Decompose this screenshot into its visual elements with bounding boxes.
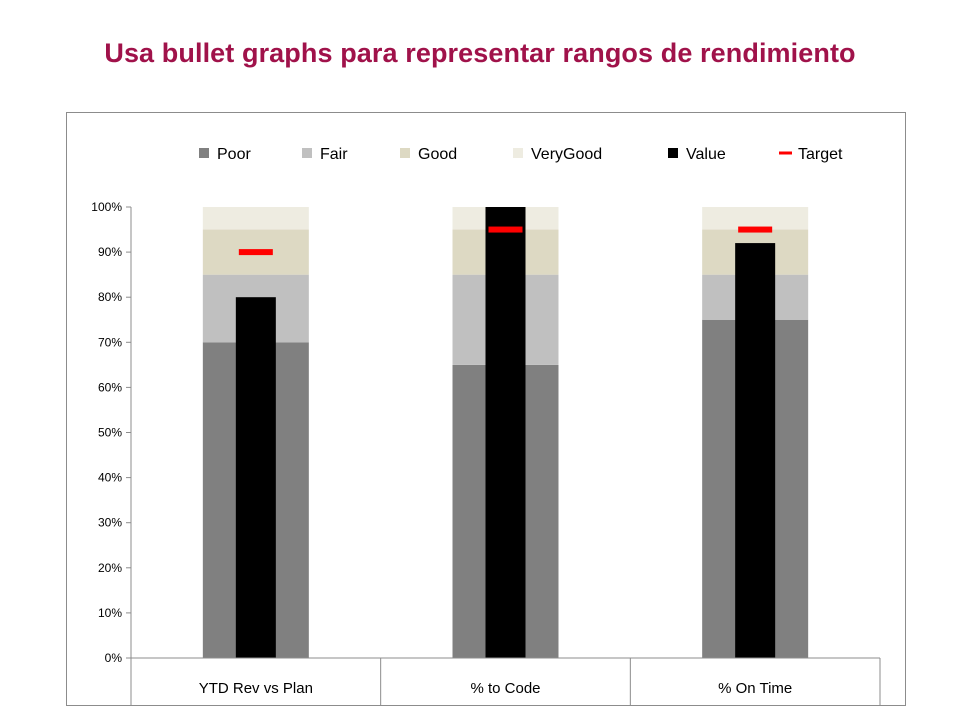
target-markers [238, 226, 773, 256]
axes: YTD Rev vs Plan % to Code % On Time 0% 10% 20… [91, 200, 881, 706]
legend-swatch-verygood [513, 148, 523, 158]
legend-label-value: Value [686, 146, 726, 163]
category-label-to-code: % to Code [470, 680, 540, 697]
y-tick-label-90: 90% [98, 245, 122, 259]
legend-label-poor: Poor [217, 146, 251, 163]
legend-label-target: Target [798, 146, 843, 163]
legend-label-fair: Fair [320, 146, 348, 163]
y-tick-label-20: 20% [98, 561, 122, 575]
legend-swatch-value [668, 148, 678, 158]
category-label-on-time: % On Time [718, 680, 792, 697]
y-tick-label-100: 100% [91, 200, 122, 214]
y-tick-label-10: 10% [98, 606, 122, 620]
y-tick-label-50: 50% [98, 426, 122, 440]
band-verygood-ytd-rev-vs-plan [202, 207, 309, 230]
legend-swatch-fair [302, 148, 312, 158]
y-tick-label-60: 60% [98, 380, 122, 394]
legend-label-verygood: VeryGood [531, 146, 602, 163]
value-bar-on-time [735, 243, 776, 658]
target-marker-to-code [488, 226, 523, 233]
y-tick-label-30: 30% [98, 516, 122, 530]
value-bars [235, 207, 776, 658]
target-marker-ytd-rev-vs-plan [238, 249, 273, 256]
value-bar-to-code [485, 207, 526, 658]
legend: Poor Fair Good VeryGood Value Target [199, 146, 843, 163]
value-bar-ytd-rev-vs-plan [235, 297, 276, 658]
legend-swatch-poor [199, 148, 209, 158]
legend-swatch-target [779, 151, 792, 155]
legend-label-good: Good [418, 146, 457, 163]
legend-swatch-good [400, 148, 410, 158]
y-tick-label-80: 80% [98, 290, 122, 304]
y-tick-label-40: 40% [98, 471, 122, 485]
slide-title: Usa bullet graphs para representar rango… [104, 38, 856, 68]
y-tick-label-0: 0% [105, 651, 123, 665]
category-label-ytd-rev-vs-plan: YTD Rev vs Plan [199, 680, 313, 697]
target-marker-on-time [738, 226, 773, 233]
y-tick-label-70: 70% [98, 335, 122, 349]
band-verygood-on-time [702, 207, 809, 230]
